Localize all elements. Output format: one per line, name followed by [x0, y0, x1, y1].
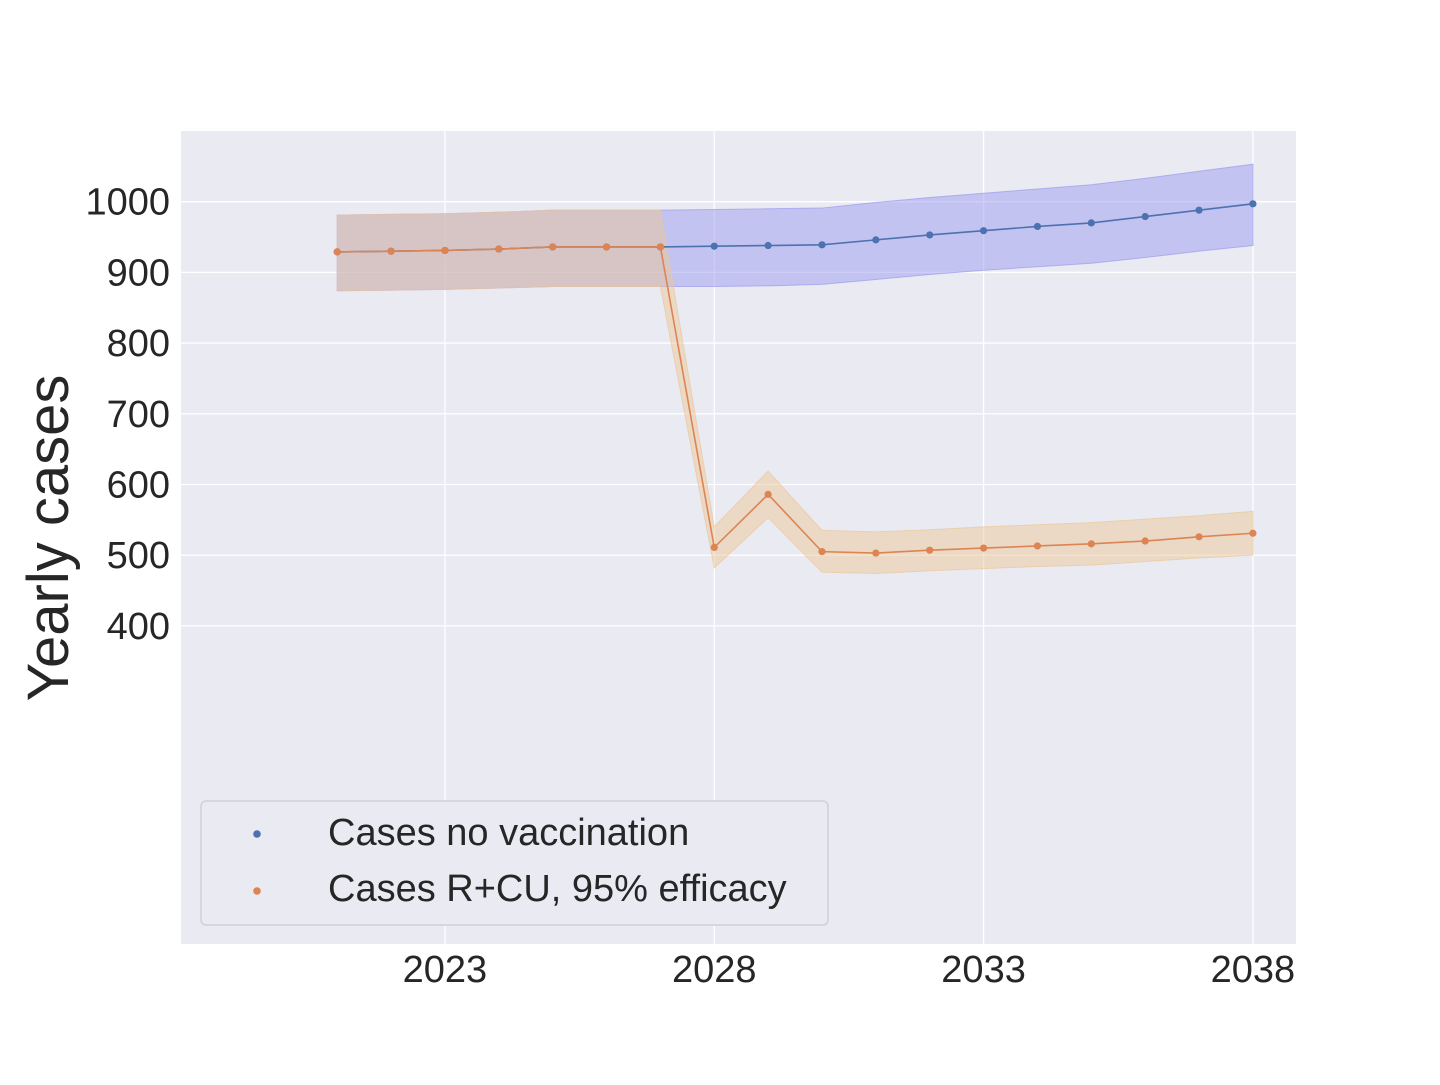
point-series-0-2033	[979, 227, 988, 235]
point-series-1-2021	[333, 248, 341, 256]
point-series-1-2027	[656, 243, 665, 251]
legend-marker-rcu-95	[253, 887, 261, 895]
point-series-0-2028	[710, 242, 718, 250]
band-series-1	[336, 209, 1254, 575]
y-tick-label-700: 700	[107, 394, 170, 436]
x-tick-label-2023: 2023	[403, 949, 488, 991]
line-series-1	[337, 246, 1253, 554]
x-tick-label-2028: 2028	[672, 949, 757, 991]
point-series-1-2023	[441, 246, 449, 255]
point-series-1-2029	[764, 490, 772, 498]
legend: Cases no vaccination Cases R+CU, 95% eff…	[200, 800, 829, 926]
point-series-1-2026	[602, 243, 611, 251]
series-points	[333, 200, 1257, 557]
series-lines	[337, 203, 1254, 554]
y-tick-label-400: 400	[107, 606, 170, 648]
legend-label-rcu-95: Cases R+CU, 95% efficacy	[328, 868, 787, 910]
point-series-0-2038	[1249, 200, 1257, 208]
point-series-0-2031	[872, 236, 880, 244]
point-series-0-2037	[1195, 206, 1203, 214]
y-axis-label: Yearly cases	[16, 375, 81, 702]
point-series-1-2033	[979, 544, 988, 552]
point-series-1-2036	[1141, 537, 1149, 545]
point-series-0-2030	[818, 241, 826, 249]
point-series-1-2034	[1033, 542, 1042, 550]
point-series-1-2025	[549, 243, 557, 251]
y-tick-label-1000: 1000	[85, 182, 170, 224]
y-tick-label-500: 500	[107, 535, 170, 577]
point-series-1-2028	[710, 543, 718, 552]
point-series-1-2035	[1087, 540, 1095, 548]
point-series-0-2034	[1033, 222, 1042, 231]
point-series-1-2031	[872, 549, 880, 557]
point-series-1-2038	[1249, 529, 1257, 537]
legend-box	[200, 800, 829, 926]
point-series-0-2032	[926, 231, 934, 239]
point-series-1-2032	[926, 546, 934, 554]
y-tick-label-600: 600	[107, 464, 170, 506]
confidence-bands	[336, 163, 1254, 575]
y-tick-label-900: 900	[107, 252, 170, 294]
point-series-1-2030	[818, 548, 826, 556]
point-series-0-2036	[1141, 212, 1149, 221]
legend-label-no-vaccination: Cases no vaccination	[328, 812, 689, 854]
point-series-0-2035	[1087, 219, 1095, 227]
tick-labels: 2023 2028 2033 2038 400 500 600 700 800 900 1000	[85, 182, 1295, 991]
y-tick-label-800: 800	[107, 323, 170, 365]
point-series-1-2037	[1195, 533, 1203, 541]
legend-marker-no-vaccination	[253, 830, 261, 838]
point-series-1-2022	[387, 247, 395, 255]
point-series-1-2024	[495, 245, 503, 253]
x-tick-label-2033: 2033	[941, 949, 1026, 991]
point-series-0-2029	[764, 241, 772, 250]
x-tick-label-2038: 2038	[1211, 949, 1296, 991]
